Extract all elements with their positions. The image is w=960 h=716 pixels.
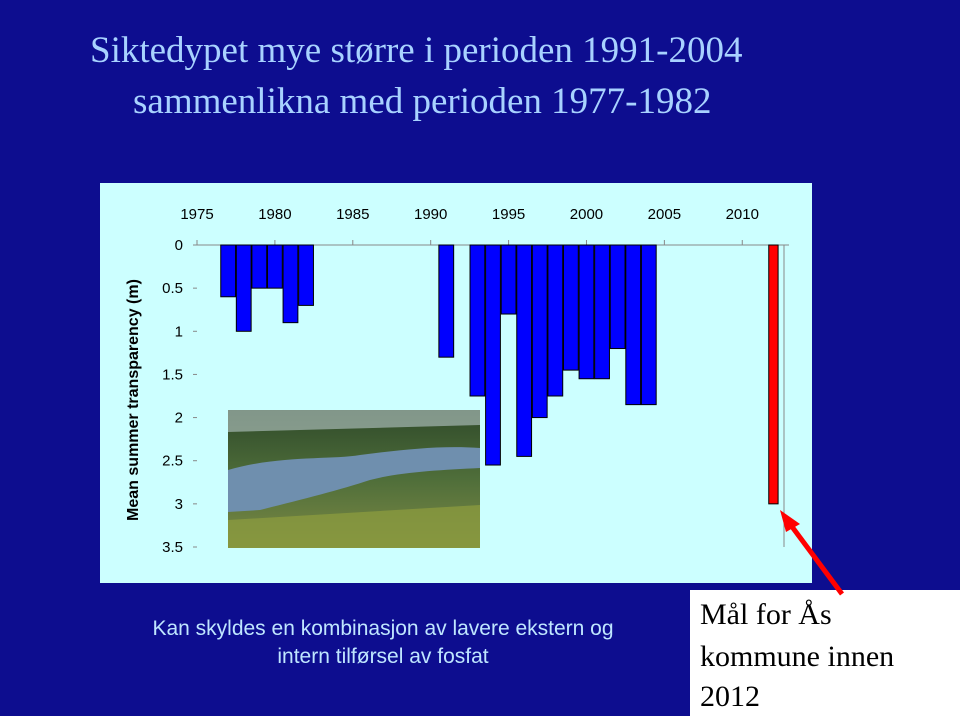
y-tick-label: 3.5 [162,539,183,556]
bar [547,244,564,397]
y-tick-label: 1.5 [162,366,183,383]
x-tick-label: 2005 [648,206,681,223]
y-tick-label: 3 [175,496,183,513]
bar [516,244,533,457]
bar [594,244,610,380]
y-tick-label: 2.5 [162,453,183,470]
y-tick-label: 1 [175,323,183,340]
bar [562,244,579,371]
x-tick-label: 1990 [414,206,447,223]
bar [298,244,314,306]
bar [485,244,501,466]
x-tick-label: 2000 [570,206,603,223]
x-tick-label: 1975 [180,206,213,223]
y-tick-label: 0.5 [162,280,183,297]
arrow [780,510,845,596]
x-tick-label: 2010 [726,206,759,223]
y-tick-label: 2 [175,410,183,427]
slide-title: Siktedypet mye større i perioden 1991-20… [90,30,743,71]
y-tick-label: 0 [175,237,183,254]
x-tick-label: 1985 [336,206,369,223]
bar [640,244,657,406]
note-text: Kan skyldes en kombinasjon av lavere eks… [152,617,613,640]
bar [251,244,268,289]
note-text: intern tilførsel av fosfat [277,645,488,668]
bar [531,244,548,419]
bar [469,244,486,397]
x-tick-label: 1995 [492,206,525,223]
bar [578,244,595,380]
bar [282,244,299,324]
bar [438,244,455,358]
y-axis-label: Mean summer transparency (m) [125,279,142,521]
bar [266,244,283,289]
goal-box [690,590,960,716]
goal-text: 2012 [700,680,760,713]
bar [500,244,517,315]
x-tick-label: 1980 [258,206,291,223]
bar [220,244,237,298]
photo [228,410,480,548]
bar [625,244,642,406]
bar [609,244,626,350]
bar [235,244,252,332]
goal-text: Mål for Ås [700,598,832,631]
bar [768,244,779,505]
slide-title: sammenlikna med perioden 1977-1982 [133,81,712,122]
goal-text: kommune innen [700,640,894,673]
